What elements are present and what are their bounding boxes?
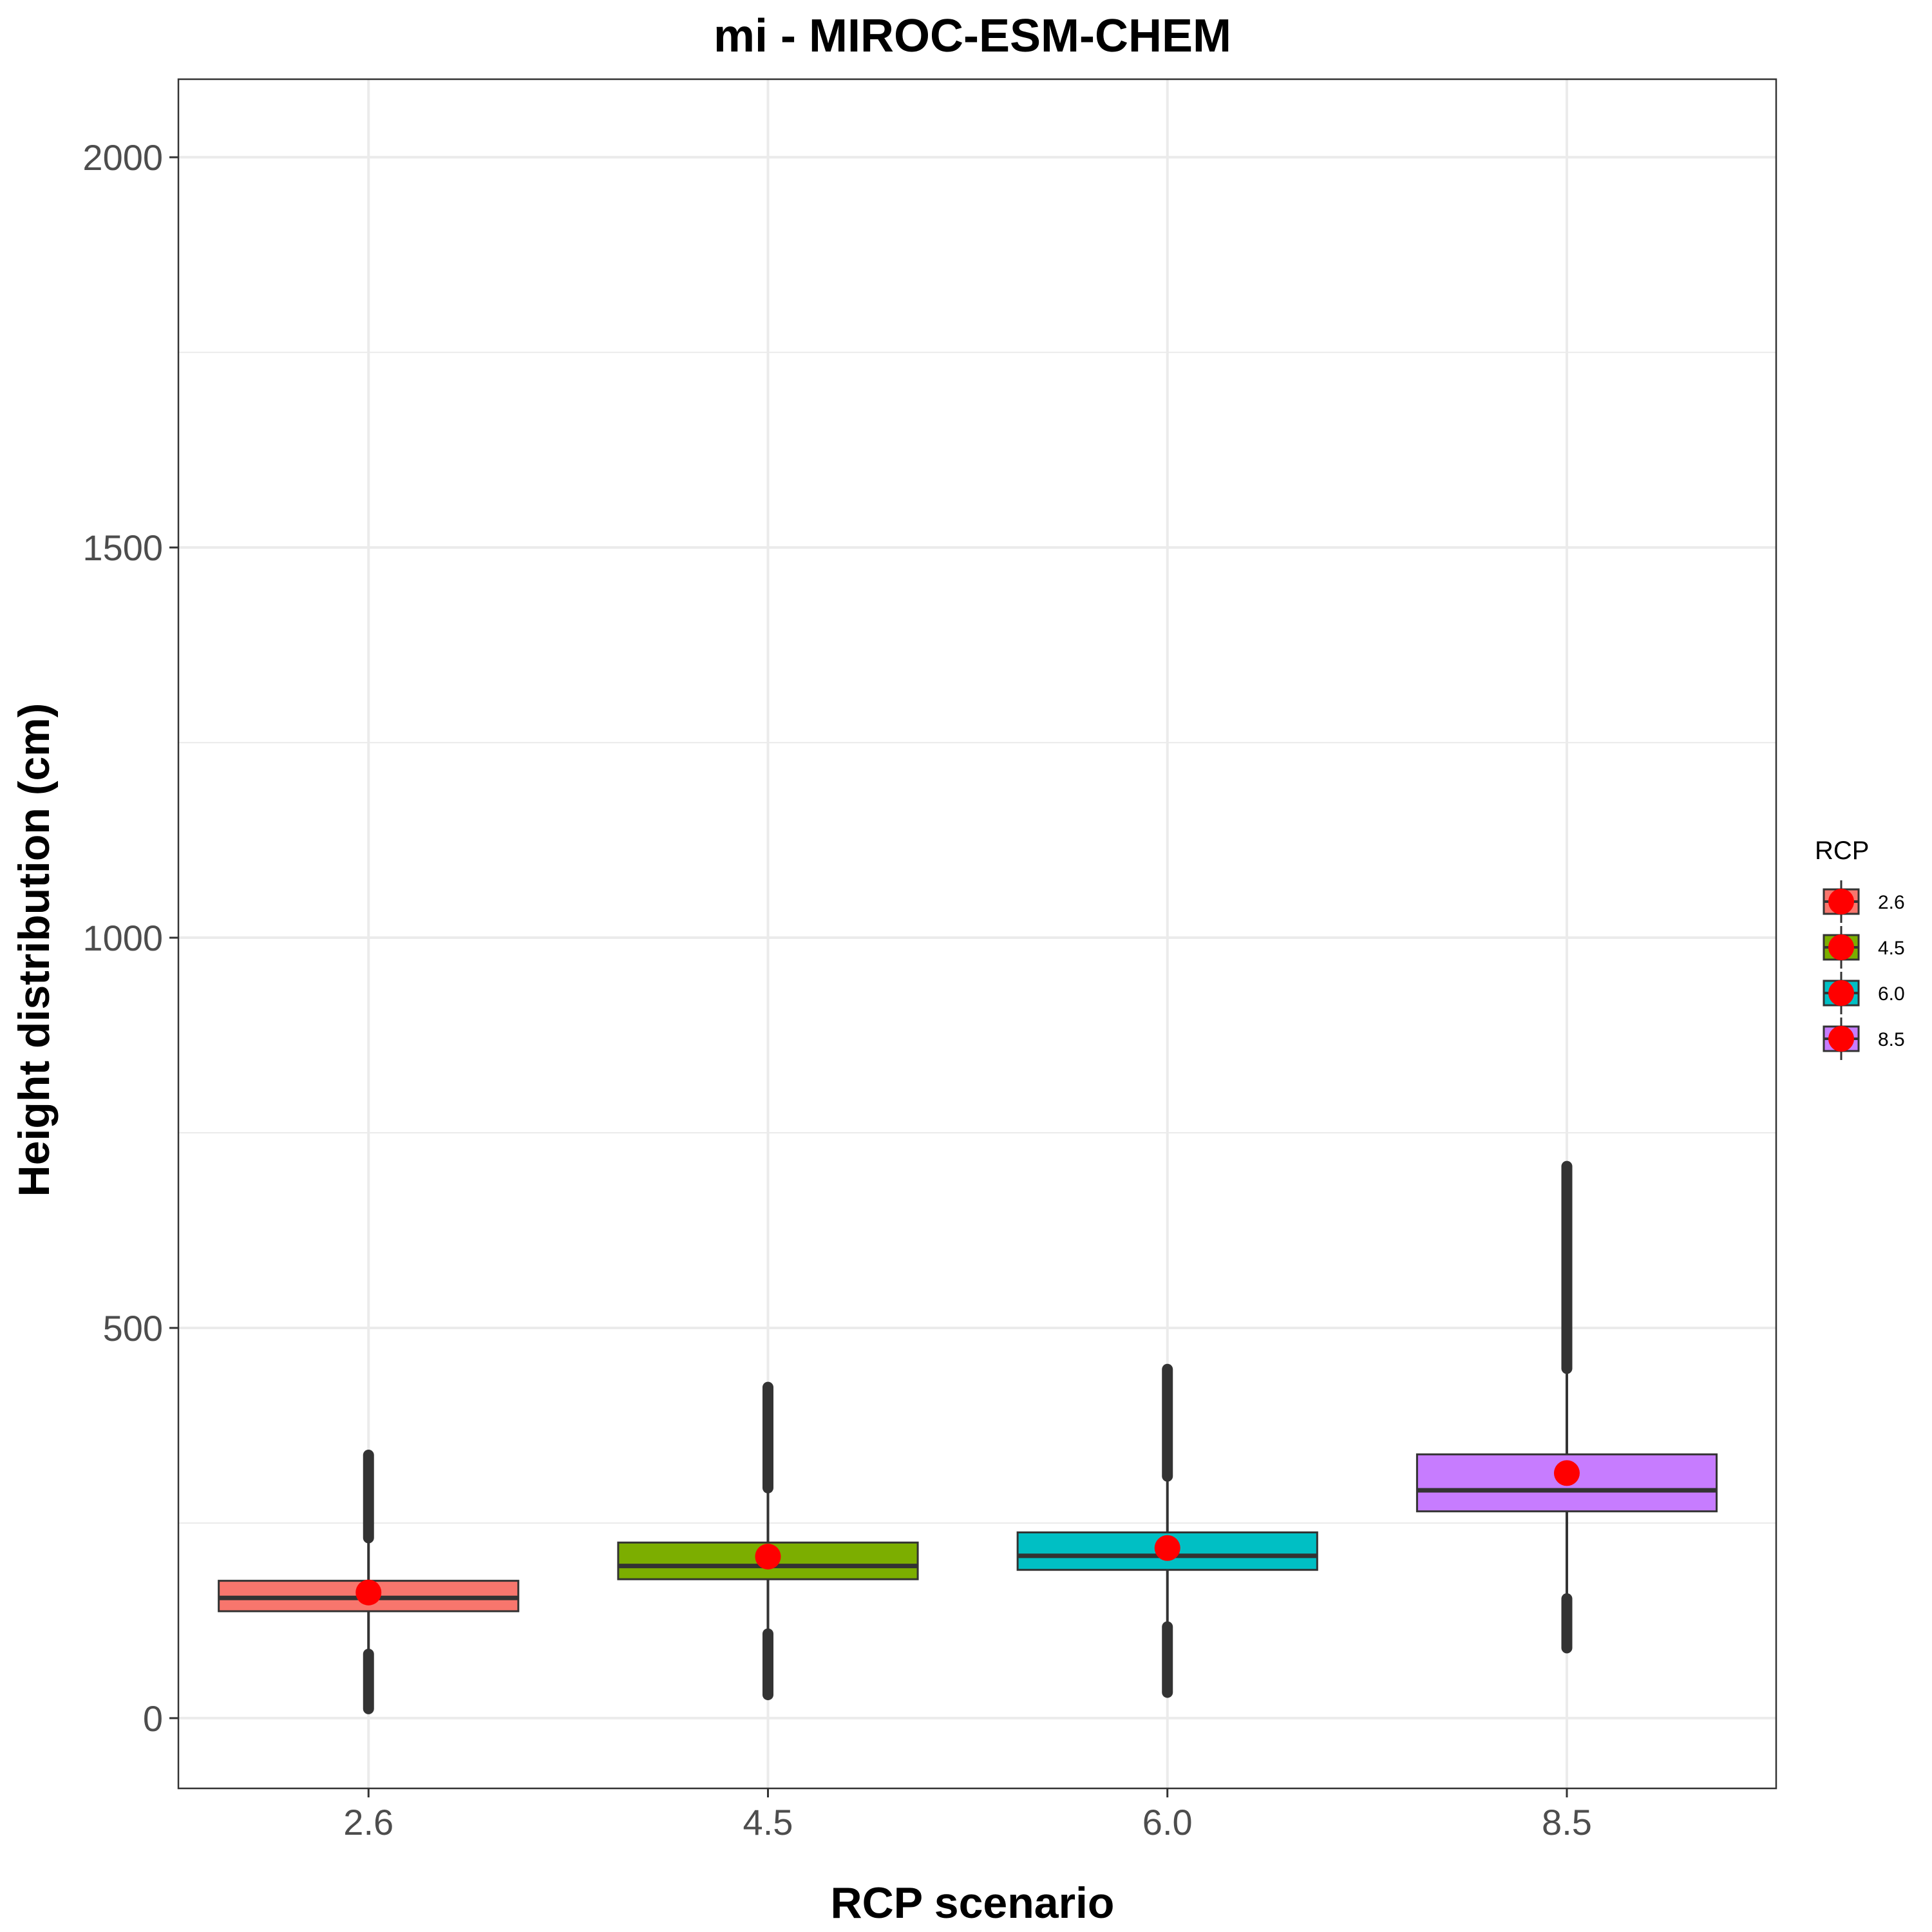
x-axis-title: RCP scenario — [831, 1879, 1115, 1927]
panel-background — [178, 79, 1776, 1788]
legend-label: 2.6 — [1878, 892, 1905, 913]
mean-point — [355, 1579, 382, 1605]
chart-title: mi - MIROC-ESM-CHEM — [714, 10, 1231, 62]
box-8-5 — [1416, 1160, 1718, 1654]
mean-point — [1553, 1460, 1580, 1486]
grid-lines — [178, 79, 1776, 1788]
legend-key-8-5: 8.5 — [1823, 1018, 1905, 1060]
y-tick-label: 1000 — [82, 918, 163, 958]
y-tick-label: 500 — [103, 1308, 163, 1349]
legend-mean-point — [1828, 980, 1854, 1006]
boxplot-series — [218, 1160, 1718, 1714]
y-tick-label: 1500 — [82, 527, 163, 568]
legend-label: 6.0 — [1878, 983, 1905, 1005]
legend-title: RCP — [1815, 837, 1869, 865]
y-tick-label: 2000 — [82, 137, 163, 178]
legend-label: 8.5 — [1878, 1029, 1905, 1050]
legend-key-4-5: 4.5 — [1823, 926, 1905, 969]
legend-key-2-6: 2.6 — [1823, 880, 1905, 923]
legend-key-6-0: 6.0 — [1823, 972, 1905, 1014]
x-tick-label: 6.0 — [1142, 1802, 1193, 1842]
x-tick-label: 8.5 — [1542, 1802, 1592, 1842]
y-tick-label: 0 — [143, 1698, 163, 1739]
box-6-0 — [1016, 1363, 1318, 1698]
legend: RCP 2.6 4.5 6.0 8.5 — [1815, 837, 1905, 1060]
legend-mean-point — [1828, 934, 1854, 960]
legend-label: 4.5 — [1878, 938, 1905, 959]
box-4-5 — [617, 1381, 919, 1701]
plot-panel — [177, 78, 1777, 1790]
panel-border — [177, 78, 1777, 1790]
y-axis-title: Height distribution (cm) — [10, 703, 59, 1197]
y-axis: 0 500 1000 1500 2000 — [82, 137, 178, 1739]
legend-keys: 2.6 4.5 6.0 8.5 — [1823, 880, 1905, 1060]
box-2-6 — [218, 1450, 520, 1714]
x-tick-label: 4.5 — [743, 1802, 793, 1842]
legend-mean-point — [1828, 1026, 1854, 1052]
x-axis: 2.6 4.5 6.0 8.5 — [343, 1788, 1592, 1842]
x-tick-label: 2.6 — [343, 1802, 393, 1842]
mean-point — [755, 1544, 781, 1570]
mean-point — [1154, 1535, 1180, 1561]
legend-mean-point — [1828, 889, 1854, 914]
